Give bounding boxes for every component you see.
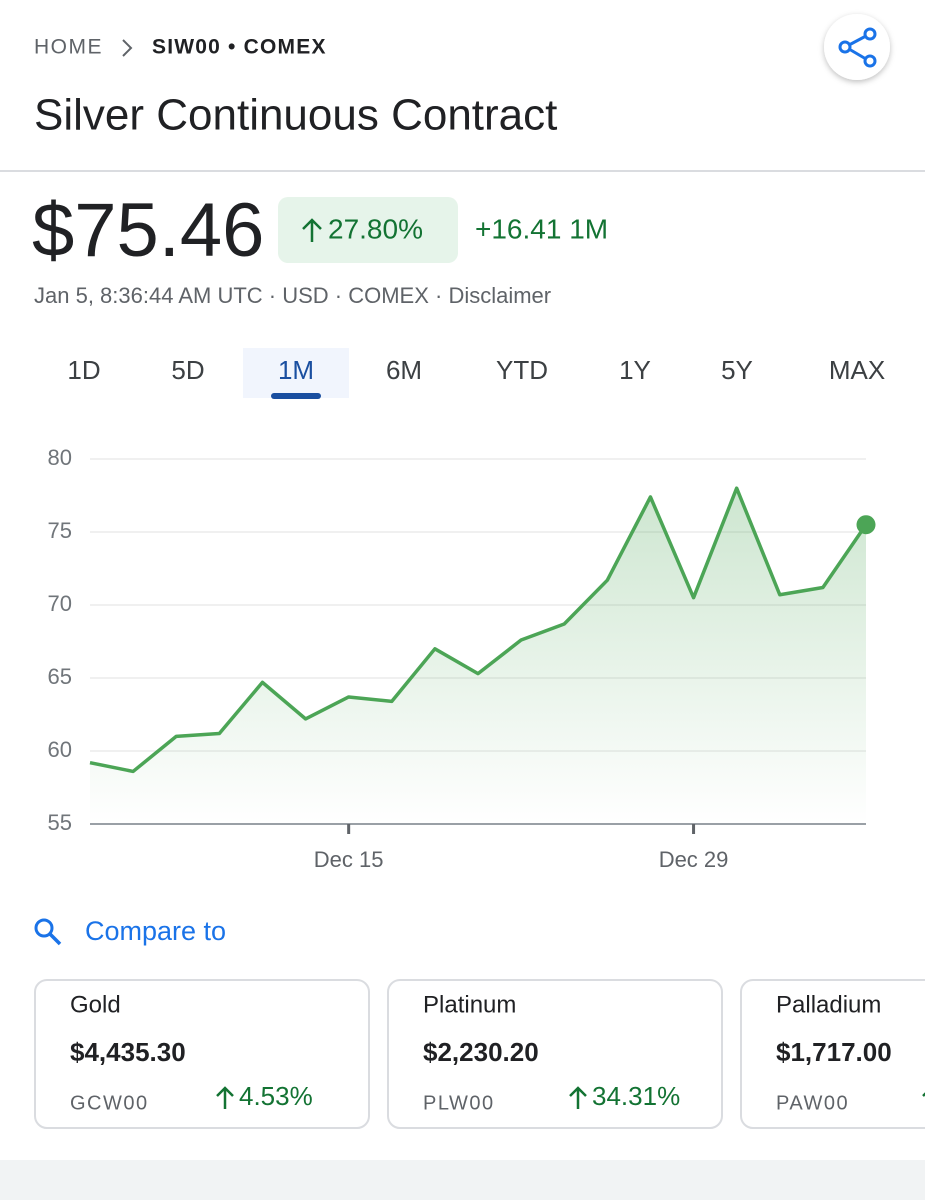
card-name: Palladium: [776, 991, 881, 1018]
tab[interactable]: MAX: [829, 355, 885, 385]
compare-label[interactable]: Compare to: [85, 916, 226, 946]
x-tick-label: Dec 29: [659, 847, 729, 872]
change-percent: 27.80%: [328, 213, 423, 244]
share-icon: [838, 27, 877, 68]
card-name: Gold: [70, 991, 121, 1018]
bottom-strip: [0, 1160, 925, 1200]
y-tick-label: 75: [48, 518, 72, 543]
card-price: $2,230.20: [423, 1037, 539, 1067]
up-arrow: [569, 1086, 587, 1109]
card-symbol: PAW00: [776, 1092, 849, 1114]
y-tick-label: 60: [48, 737, 72, 762]
tab[interactable]: 1Y: [619, 355, 651, 385]
tabs: 1D 5D 1M 6M YTD 1Y 5Y MAX: [67, 348, 885, 399]
breadcrumb-symbol: SIW00 • COMEX: [152, 36, 327, 59]
card-change: 34.31%: [592, 1081, 680, 1111]
area: [90, 488, 866, 824]
tab[interactable]: 1M: [278, 355, 314, 385]
up-arrow: [302, 218, 322, 242]
tab[interactable]: 5D: [171, 355, 204, 385]
card-change: 4.53%: [239, 1081, 313, 1111]
y-tick-label: 65: [48, 664, 72, 689]
share-circle[interactable]: [824, 14, 890, 80]
card[interactable]: [740, 979, 925, 1129]
card-price: $1,717.00: [776, 1037, 892, 1067]
tab-selected-bg: [243, 348, 349, 398]
tab[interactable]: 1D: [67, 355, 100, 385]
y-tick-label: 80: [48, 445, 72, 470]
card-symbol: GCW00: [70, 1092, 149, 1114]
up-arrow: [216, 1086, 234, 1109]
end-dot: [856, 515, 876, 535]
card[interactable]: [34, 979, 370, 1129]
y-tick-label: 70: [48, 591, 72, 616]
search-icon-handle: [48, 932, 62, 946]
change-pill: [278, 197, 458, 263]
card-symbol: PLW00: [423, 1092, 495, 1114]
y-tick-label: 55: [48, 810, 72, 835]
x-tick-label: Dec 15: [314, 847, 384, 872]
breadcrumb-chevron: [122, 39, 133, 57]
line: [89, 486, 868, 774]
tab[interactable]: 6M: [386, 355, 422, 385]
timestamp: Jan 5, 8:36:44 AM UTC · USD · COMEX · Di…: [34, 283, 551, 308]
price: $75.46: [32, 188, 264, 273]
breadcrumb-home[interactable]: HOME: [34, 36, 103, 59]
card-price: $4,435.30: [70, 1037, 186, 1067]
card[interactable]: [387, 979, 723, 1129]
compare-cards: Gold $4,435.30 GCW00 4.53% Platinum $2,230.20…: [34, 979, 925, 1129]
page-title: Silver Continuous Contract: [34, 91, 557, 140]
search-icon: [34, 918, 54, 938]
tab-indicator: [271, 393, 321, 399]
tab[interactable]: YTD: [496, 355, 548, 385]
chart: 55 60 65 70 75 80 Dec 15 Dec 29: [48, 445, 876, 872]
tab[interactable]: 5Y: [721, 355, 753, 385]
change-absolute: +16.41 1M: [475, 213, 608, 244]
compare-link[interactable]: Compare to: [34, 916, 226, 946]
share-button[interactable]: [824, 14, 890, 80]
card-name: Platinum: [423, 991, 516, 1018]
